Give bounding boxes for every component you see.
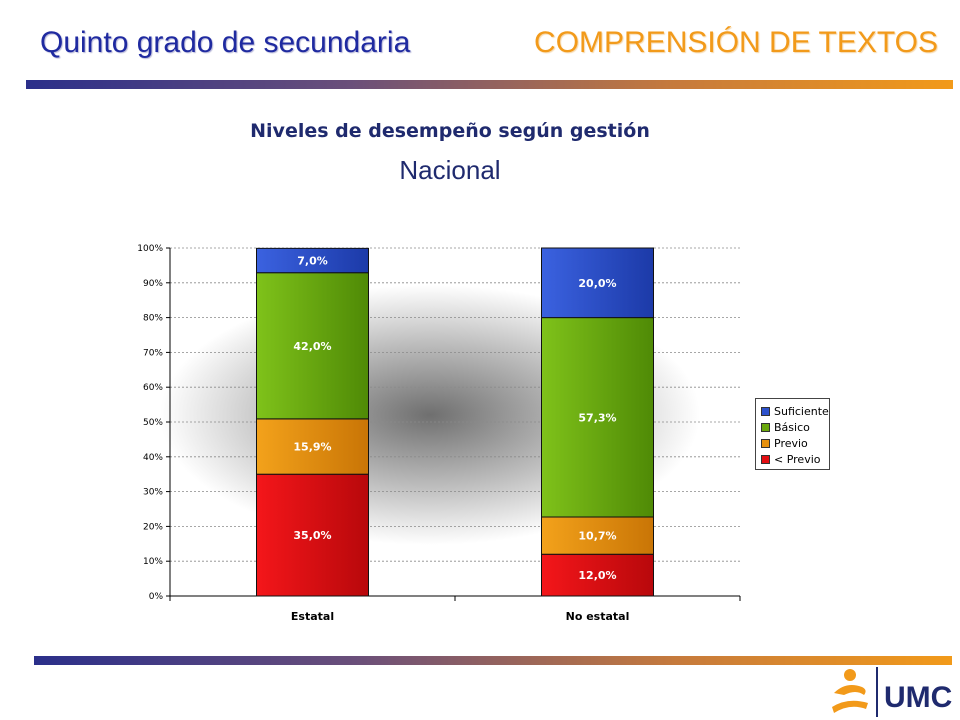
bottom-divider xyxy=(34,656,952,665)
top-divider xyxy=(26,80,953,89)
y-tick-label: 30% xyxy=(143,488,163,498)
data-label: 7,0% xyxy=(297,255,328,268)
legend-label-basico: Básico xyxy=(774,420,810,434)
legend-item-suficiente: Suficiente xyxy=(761,403,829,419)
bar-segment xyxy=(541,247,654,319)
bar-segment xyxy=(256,473,369,597)
section-title: COMPRENSIÓN DE TEXTOS xyxy=(534,26,938,59)
legend-swatch-previo xyxy=(761,438,770,448)
bar-segment xyxy=(256,272,369,420)
x-tick-label: No estatal xyxy=(566,610,630,623)
stacked-bar-chart: 0% 10% 20% 30% 40% 50% 60% 70% 80% 90% 100% Estatal… xyxy=(137,244,741,623)
y-tick-label: 20% xyxy=(143,522,163,532)
legend-item-menor-previo: < Previo xyxy=(761,451,829,467)
data-label: 35,0% xyxy=(293,529,331,542)
person-icon xyxy=(832,669,868,713)
chart-panel: 0% 10% 20% 30% 40% 50% 60% 70% 80% 90% 100% Estatal… xyxy=(110,200,838,652)
y-tick-label: 40% xyxy=(143,453,163,463)
bar-segment xyxy=(541,516,654,555)
bar-segment xyxy=(256,247,369,274)
legend-swatch-basico xyxy=(761,422,770,432)
logo-text: UMC xyxy=(884,681,952,714)
legend-label-suficiente: Suficiente xyxy=(774,404,829,418)
y-tick-label: 10% xyxy=(143,557,163,567)
bar-segment xyxy=(256,418,369,475)
bar-segment xyxy=(541,317,654,518)
legend-label-previo: Previo xyxy=(774,436,808,450)
chart-subtitle: Niveles de desempeño según gestión xyxy=(250,120,650,142)
legend-label-menor-previo: < Previo xyxy=(774,452,821,466)
bar-segment xyxy=(541,553,654,597)
umc-logo: UMC xyxy=(832,667,952,717)
region-label: Nacional xyxy=(399,155,501,185)
y-tick-label: 0% xyxy=(149,592,164,602)
data-label: 15,9% xyxy=(293,441,331,454)
y-tick-label: 80% xyxy=(143,314,163,324)
legend-item-basico: Básico xyxy=(761,419,829,435)
y-tick-label: 100% xyxy=(137,244,163,254)
y-tick-label: 50% xyxy=(143,418,163,428)
legend-item-previo: Previo xyxy=(761,435,829,451)
page-title: Quinto grado de secundaria xyxy=(40,26,411,59)
y-tick-label: 60% xyxy=(143,383,163,393)
legend-swatch-menor-previo xyxy=(761,454,770,464)
chart-legend: Suficiente Básico Previo < Previo xyxy=(755,398,830,470)
data-label: 20,0% xyxy=(578,277,616,290)
data-label: 10,7% xyxy=(578,530,616,543)
legend-swatch-suficiente xyxy=(761,406,770,416)
y-tick-label: 90% xyxy=(143,279,163,289)
data-label: 57,3% xyxy=(578,411,616,424)
data-label: 12,0% xyxy=(578,569,616,582)
data-label: 42,0% xyxy=(293,340,331,353)
y-tick-label: 70% xyxy=(143,348,163,358)
x-tick-label: Estatal xyxy=(291,610,334,623)
